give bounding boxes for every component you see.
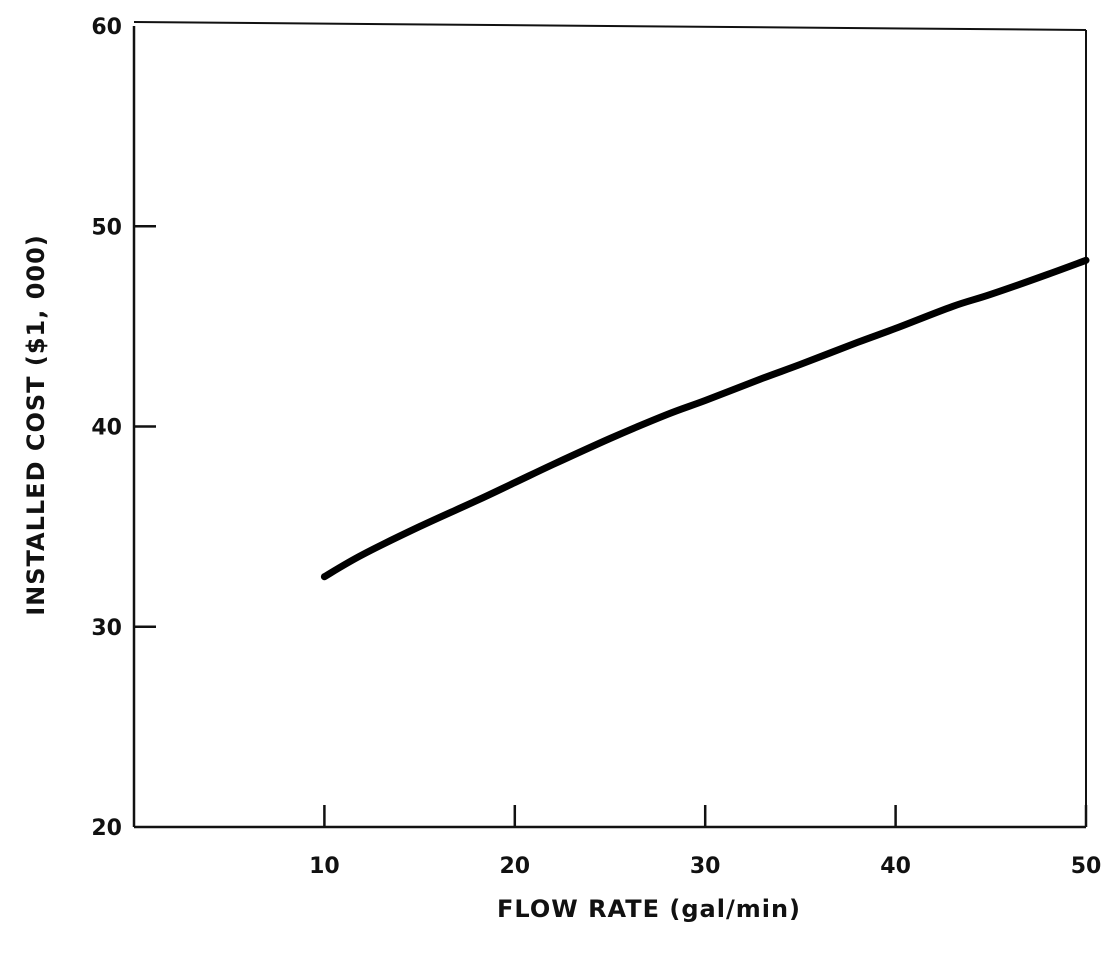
y-tick-label: 20 <box>91 816 122 841</box>
x-tick-label: 20 <box>499 854 530 879</box>
x-tick-label: 30 <box>690 854 721 879</box>
x-tick-label: 40 <box>880 854 911 879</box>
y-axis-title: INSTALLED COST ($1, 000) <box>22 234 50 616</box>
x-tick-label: 10 <box>309 854 340 879</box>
series-layer <box>320 256 1090 581</box>
y-ticks: 20 30 40 50 60 <box>91 15 156 841</box>
y-tick-label: 50 <box>91 215 122 240</box>
x-axis-title: FLOW RATE (gal/min) <box>497 895 801 923</box>
series-line <box>320 256 1090 581</box>
y-tick-label: 60 <box>91 15 122 40</box>
y-tick-label: 40 <box>91 416 122 441</box>
plot-frame <box>132 21 1087 829</box>
y-tick-label: 30 <box>91 616 122 641</box>
x-ticks: 10 20 30 40 50 <box>309 805 1101 879</box>
frame-top <box>133 21 1087 31</box>
x-tick-label: 50 <box>1071 854 1102 879</box>
